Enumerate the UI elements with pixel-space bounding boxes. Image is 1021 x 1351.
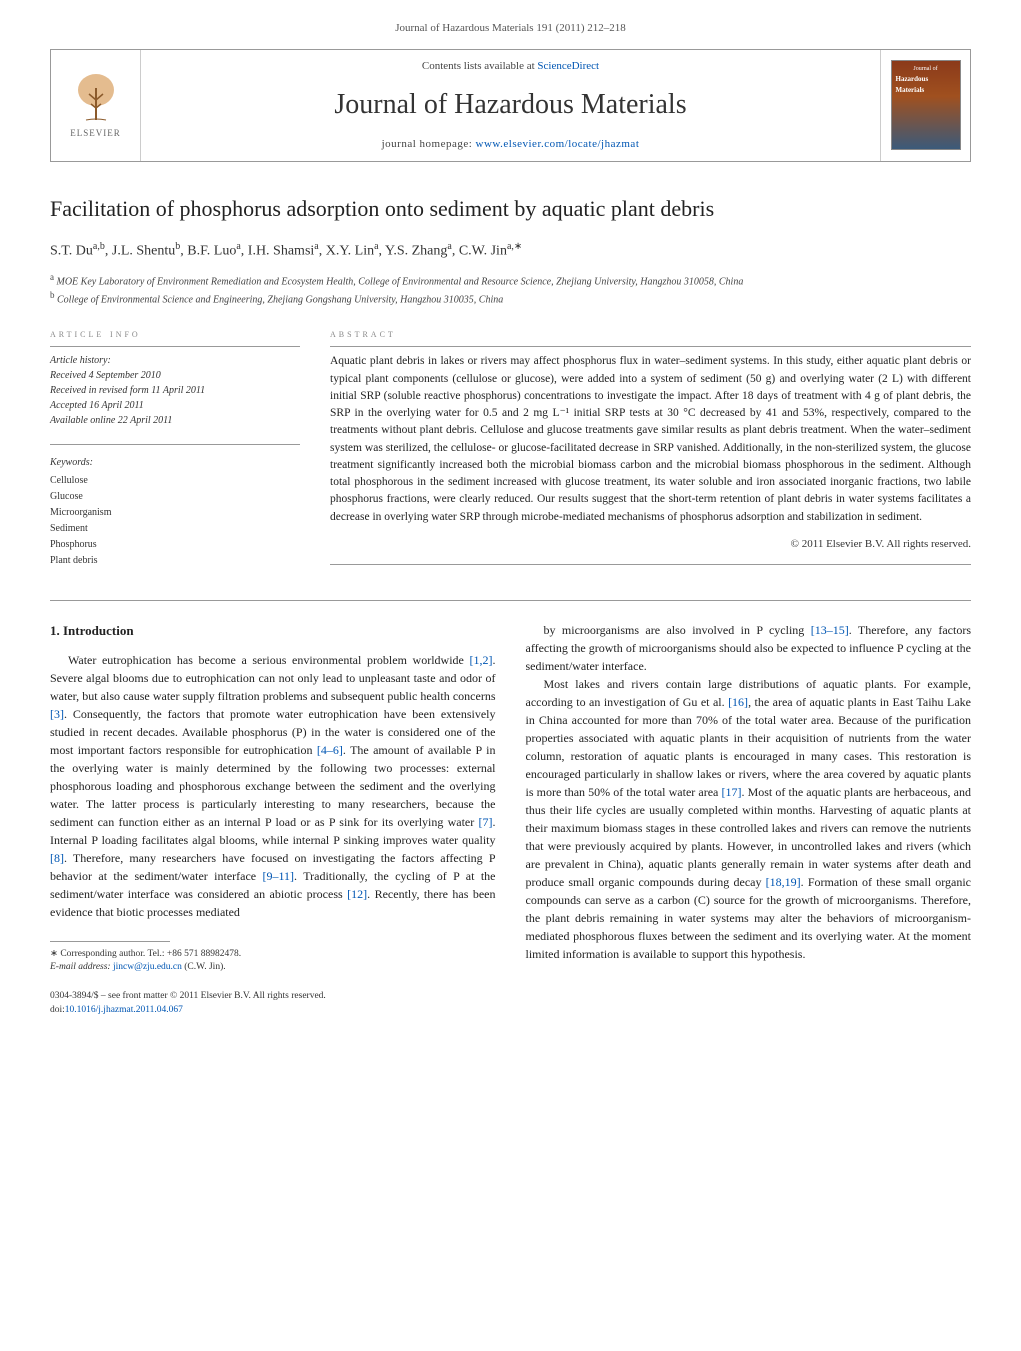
citation-link[interactable]: [16] — [728, 695, 748, 709]
journal-cover-cell: Journal of Hazardous Materials — [880, 50, 970, 161]
copyright-line: © 2011 Elsevier B.V. All rights reserved… — [330, 536, 971, 553]
abstract-header: abstract — [330, 326, 971, 348]
affiliations: a MOE Key Laboratory of Environment Reme… — [50, 271, 971, 308]
keyword: Sediment — [50, 521, 300, 537]
citation-link[interactable]: [1,2] — [470, 653, 493, 667]
citation-link[interactable]: [13–15] — [811, 623, 849, 637]
abstract-column: abstract Aquatic plant debris in lakes o… — [330, 326, 971, 576]
citation-link[interactable]: [7] — [479, 815, 493, 829]
body-column-left: 1. Introduction Water eutrophication has… — [50, 621, 496, 974]
doi-line: doi:10.1016/j.jhazmat.2011.04.067 — [50, 1004, 971, 1017]
info-rule — [50, 444, 300, 445]
keyword: Cellulose — [50, 473, 300, 489]
citation-link[interactable]: [4–6] — [317, 743, 343, 757]
article-history: Article history: Received 4 September 20… — [50, 353, 300, 428]
footnote-separator — [50, 941, 170, 942]
citation-link[interactable]: [12] — [347, 887, 367, 901]
homepage-prefix: journal homepage: — [382, 138, 476, 150]
abstract-bottom-rule — [330, 564, 971, 565]
article-info-column: article info Article history: Received 4… — [50, 326, 300, 576]
history-accepted: Accepted 16 April 2011 — [50, 398, 300, 413]
homepage-line: journal homepage: www.elsevier.com/locat… — [141, 136, 880, 153]
keywords-block: Keywords: Cellulose Glucose Microorganis… — [50, 455, 300, 569]
corresponding-author-footnote: ∗ Corresponding author. Tel.: +86 571 88… — [50, 948, 496, 975]
front-matter-line: 0304-3894/$ – see front matter © 2011 El… — [50, 990, 971, 1003]
authors-line: S.T. Dua,b, J.L. Shentub, B.F. Luoa, I.H… — [50, 239, 971, 262]
journal-name: Journal of Hazardous Materials — [141, 84, 880, 126]
article-info-header: article info — [50, 326, 300, 348]
doi-label: doi: — [50, 1005, 65, 1015]
body-paragraph: Water eutrophication has become a seriou… — [50, 651, 496, 921]
abstract-text: Aquatic plant debris in lakes or rivers … — [330, 353, 971, 526]
cover-text-line1: Journal of — [913, 65, 937, 74]
email-suffix: (C.W. Jin). — [184, 962, 225, 972]
publisher-name: ELSEVIER — [70, 127, 121, 141]
history-label: Article history: — [50, 353, 300, 368]
citation-link[interactable]: [3] — [50, 707, 64, 721]
contents-available-line: Contents lists available at ScienceDirec… — [141, 58, 880, 75]
history-revised: Received in revised form 11 April 2011 — [50, 383, 300, 398]
header-center: Contents lists available at ScienceDirec… — [141, 50, 880, 161]
elsevier-tree-icon — [71, 70, 121, 125]
keyword: Microorganism — [50, 505, 300, 521]
citation-link[interactable]: [18,19] — [766, 875, 801, 889]
homepage-link[interactable]: www.elsevier.com/locate/jhazmat — [476, 138, 640, 150]
sciencedirect-link[interactable]: ScienceDirect — [537, 60, 599, 72]
citation-link[interactable]: [8] — [50, 851, 64, 865]
history-received: Received 4 September 2010 — [50, 368, 300, 383]
citation-link[interactable]: [9–11] — [263, 869, 295, 883]
publisher-logo-cell: ELSEVIER — [51, 50, 141, 161]
page-footer: 0304-3894/$ – see front matter © 2011 El… — [50, 990, 971, 1017]
keyword: Phosphorus — [50, 537, 300, 553]
corr-author-line: ∗ Corresponding author. Tel.: +86 571 88… — [50, 948, 496, 961]
body-top-rule — [50, 600, 971, 601]
journal-header: ELSEVIER Contents lists available at Sci… — [50, 49, 971, 162]
article-title: Facilitation of phosphorus adsorption on… — [50, 192, 971, 225]
cover-text-line2: Hazardous Materials — [896, 74, 956, 95]
body-column-right: by microorganisms are also involved in P… — [526, 621, 972, 974]
keywords-label: Keywords: — [50, 455, 300, 471]
body-paragraph: by microorganisms are also involved in P… — [526, 621, 972, 675]
journal-reference: Journal of Hazardous Materials 191 (2011… — [50, 20, 971, 37]
info-abstract-row: article info Article history: Received 4… — [50, 326, 971, 576]
history-online: Available online 22 April 2011 — [50, 413, 300, 428]
keyword: Plant debris — [50, 553, 300, 569]
contents-prefix: Contents lists available at — [422, 60, 537, 72]
citation-link[interactable]: [17] — [721, 785, 741, 799]
body-two-columns: 1. Introduction Water eutrophication has… — [50, 621, 971, 974]
section-heading-introduction: 1. Introduction — [50, 621, 496, 641]
email-line: E-mail address: jincw@zju.edu.cn (C.W. J… — [50, 961, 496, 974]
keyword: Glucose — [50, 489, 300, 505]
elsevier-logo: ELSEVIER — [61, 65, 131, 145]
body-paragraph: Most lakes and rivers contain large dist… — [526, 675, 972, 963]
doi-link[interactable]: 10.1016/j.jhazmat.2011.04.067 — [65, 1005, 183, 1015]
journal-cover-thumbnail: Journal of Hazardous Materials — [891, 60, 961, 150]
corr-email-link[interactable]: jincw@zju.edu.cn — [113, 962, 182, 972]
email-label: E-mail address: — [50, 962, 111, 972]
